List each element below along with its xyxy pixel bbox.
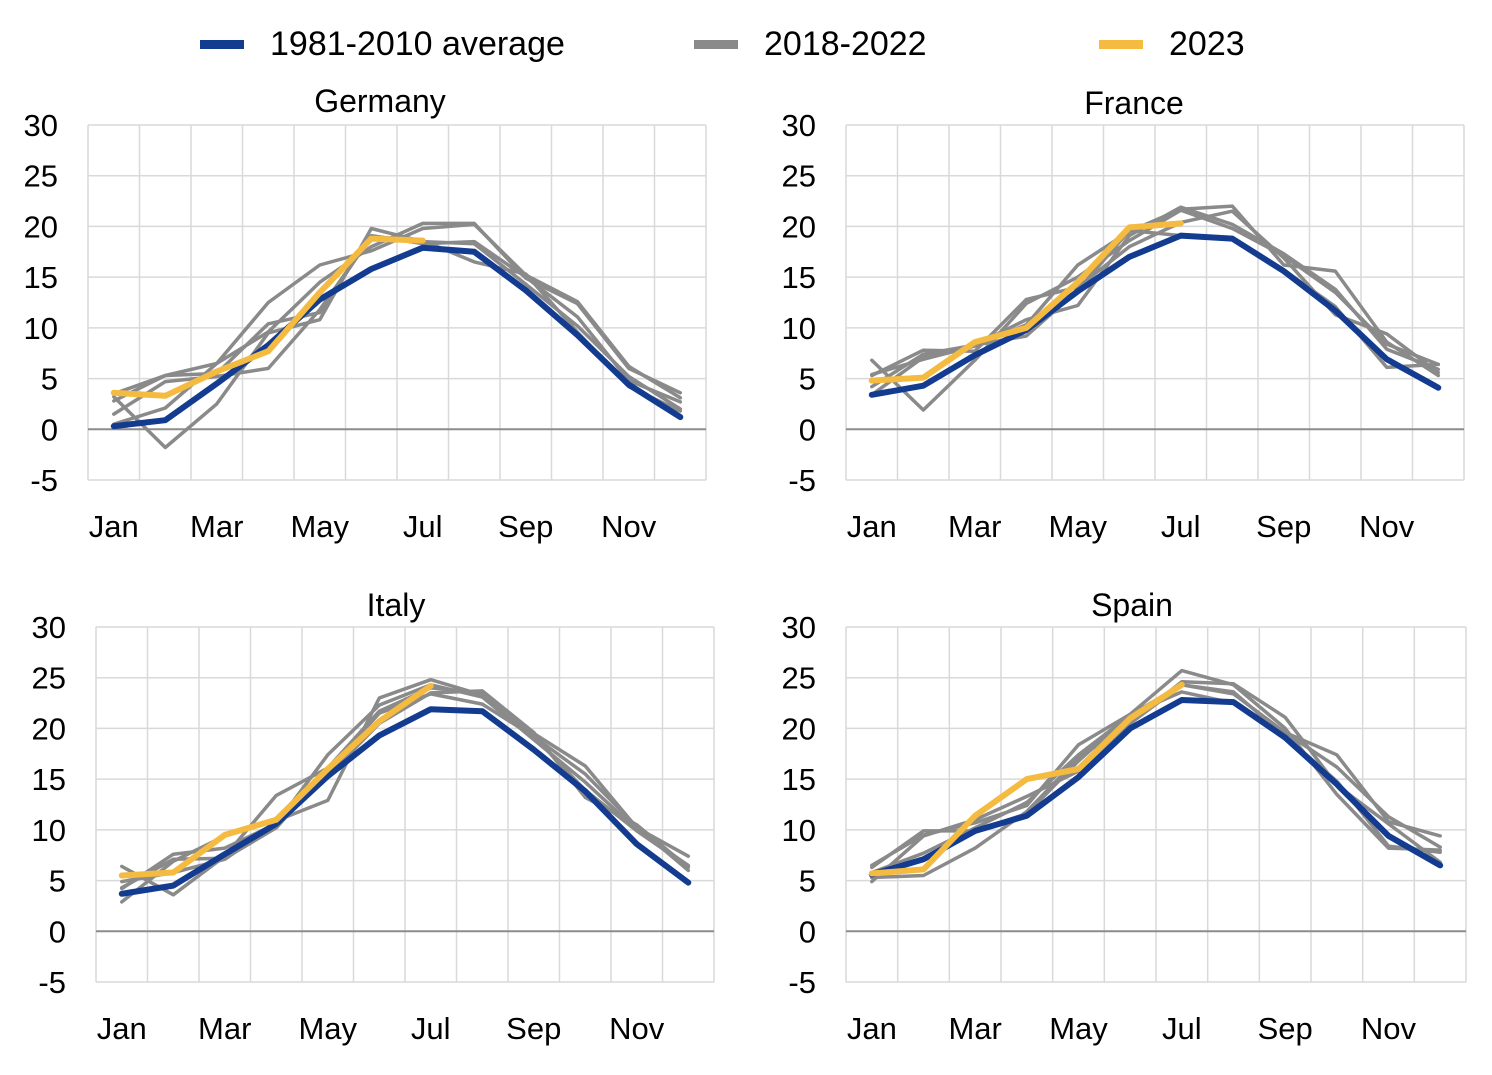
series-line-average [868,697,1444,878]
y-tick-label: 25 [32,661,66,696]
legend-swatch-2018-2022 [694,39,738,49]
series-line-2023 [110,235,426,399]
x-tick-label: Sep [498,509,553,544]
y-tick-label: 0 [799,412,816,447]
series-line-2023 [118,682,434,879]
y-tick-label: 20 [782,711,816,746]
x-tick-label: May [1048,509,1107,544]
chart-germany: 30 25 20 15 10 5 0 -5 Jan Mar May Jul Sep Nov Germany [24,83,707,544]
y-tick-label: 10 [24,311,58,346]
x-tick-label: Jan [97,1011,147,1046]
legend: 1981-2010 average 2018-2022 2023 [0,18,1492,70]
x-tick-label: Jan [847,1011,897,1046]
series-line-2023 [868,220,1184,384]
y-tick-label: 15 [24,260,58,295]
legend-swatch-average [200,39,244,49]
x-tick-label: Nov [601,509,657,544]
y-tick-label: 25 [24,159,58,194]
y-tick-label: 30 [782,108,816,143]
x-tick-label: Nov [1359,509,1415,544]
y-tick-label: 10 [32,813,66,848]
y-tick-label: 20 [32,711,66,746]
x-tick-label: May [1049,1011,1108,1046]
y-tick-label: 0 [41,412,58,447]
x-tick-label: Mar [948,509,1001,544]
y-tick-label: -5 [788,965,816,1000]
x-tick-label: Sep [506,1011,561,1046]
series-line-average [868,232,1442,398]
x-tick-label: May [298,1011,357,1046]
series-line-year-2022 [112,221,683,403]
y-tick-label: 30 [32,610,66,645]
y-tick-label: 5 [41,362,58,397]
legend-label-2023: 2023 [1169,24,1245,63]
legend-label-2018-2022: 2018-2022 [764,24,927,63]
x-tick-label: Jan [89,509,139,544]
x-tick-label: Mar [198,1011,251,1046]
y-tick-label: 10 [782,813,816,848]
y-tick-label: 20 [782,209,816,244]
x-tick-label: Jan [847,509,897,544]
y-tick-label: 15 [782,260,816,295]
y-tick-label: 5 [799,864,816,899]
x-tick-label: Jul [411,1011,451,1046]
y-tick-label: -5 [788,463,816,498]
chart-title-germany: Germany [314,83,446,119]
y-tick-label: 5 [799,362,816,397]
y-tick-label: 30 [24,108,58,143]
series-line-average [110,244,684,430]
y-tick-label: -5 [30,463,58,498]
x-tick-label: Jul [1162,1011,1202,1046]
series-line-average [118,706,692,897]
y-tick-label: 0 [799,914,816,949]
x-tick-label: May [290,509,349,544]
y-tick-label: 25 [782,159,816,194]
x-tick-label: Mar [948,1011,1001,1046]
chart-france: 30 25 20 15 10 5 0 -5 Jan Mar May Jul Sep Nov France [782,85,1465,544]
y-tick-label: 15 [782,762,816,797]
chart-spain: 30 25 20 15 10 5 0 -5 Jan Mar May Jul Sep Nov Spain [782,587,1467,1046]
y-tick-label: -5 [38,965,66,1000]
x-tick-label: Jul [1161,509,1201,544]
x-tick-label: Sep [1258,1011,1313,1046]
y-tick-label: 30 [782,610,816,645]
y-tick-label: 0 [49,914,66,949]
legend-item-2018-2022: 2018-2022 [694,18,927,70]
legend-item-2023: 2023 [1099,18,1245,70]
series-line-2023 [868,681,1185,877]
x-tick-label: Nov [1361,1011,1417,1046]
y-tick-label: 20 [24,209,58,244]
legend-swatch-2023 [1099,39,1143,49]
chart-title-spain: Spain [1091,587,1173,623]
y-tick-label: 5 [49,864,66,899]
x-tick-label: Nov [609,1011,665,1046]
chart-title-italy: Italy [367,587,426,623]
chart-italy: 30 25 20 15 10 5 0 -5 Jan Mar May Jul Sep Nov Italy [32,587,715,1046]
legend-label-average: 1981-2010 average [270,24,565,63]
x-tick-label: Sep [1256,509,1311,544]
y-tick-label: 15 [32,762,66,797]
x-tick-label: Mar [190,509,243,544]
x-tick-label: Jul [403,509,443,544]
y-tick-label: 25 [782,661,816,696]
y-tick-label: 10 [782,311,816,346]
chart-title-france: France [1084,85,1184,121]
legend-item-average: 1981-2010 average [200,18,565,70]
